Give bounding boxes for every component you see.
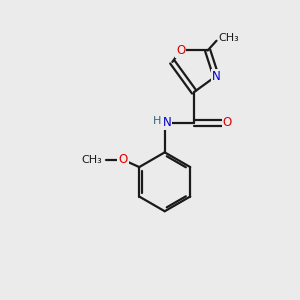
Text: N: N [163, 116, 172, 129]
Text: O: O [176, 44, 185, 57]
Text: O: O [223, 116, 232, 129]
Text: CH₃: CH₃ [81, 155, 102, 165]
Text: H: H [153, 116, 161, 126]
Text: CH₃: CH₃ [219, 33, 239, 43]
Text: N: N [212, 70, 220, 83]
Text: O: O [118, 153, 128, 166]
